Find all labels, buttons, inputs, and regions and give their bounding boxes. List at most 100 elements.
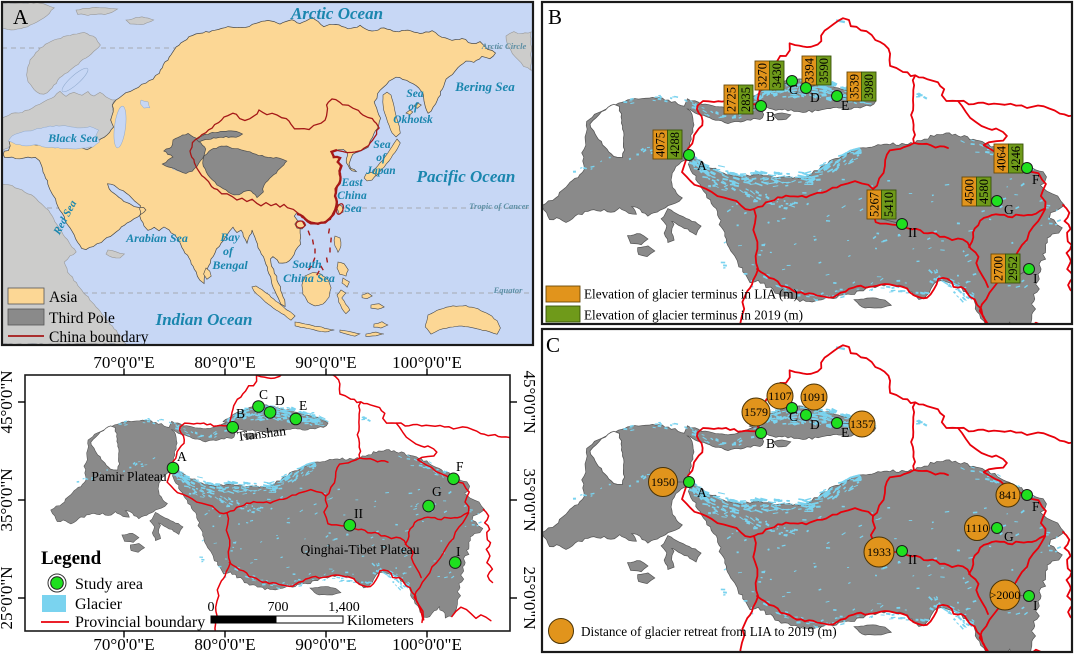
svg-text:I: I bbox=[456, 544, 461, 559]
svg-text:C: C bbox=[546, 333, 560, 357]
svg-text:2725: 2725 bbox=[724, 87, 738, 112]
svg-text:G: G bbox=[432, 484, 442, 499]
svg-text:II: II bbox=[908, 225, 917, 240]
svg-text:D: D bbox=[810, 90, 820, 105]
svg-text:Asia: Asia bbox=[49, 289, 78, 306]
svg-text:Black Sea: Black Sea bbox=[47, 131, 98, 145]
svg-text:II: II bbox=[354, 506, 363, 521]
svg-text:Bengal: Bengal bbox=[211, 258, 248, 272]
svg-text:3980: 3980 bbox=[862, 74, 876, 99]
svg-text:of: of bbox=[376, 152, 387, 164]
svg-text:E: E bbox=[841, 98, 849, 113]
svg-text:90°0'0"E: 90°0'0"E bbox=[295, 635, 356, 654]
svg-text:F: F bbox=[1032, 499, 1040, 514]
svg-text:0: 0 bbox=[208, 600, 215, 615]
svg-text:China Sea: China Sea bbox=[283, 271, 335, 285]
svg-text:G: G bbox=[1004, 202, 1014, 217]
svg-text:Arctic Circle: Arctic Circle bbox=[481, 41, 527, 51]
svg-text:35°0'0"N: 35°0'0"N bbox=[520, 468, 539, 531]
svg-text:Elevation of glacier terminus: Elevation of glacier terminus in LIA (m) bbox=[584, 287, 798, 302]
svg-text:I: I bbox=[1033, 271, 1038, 286]
svg-text:Arctic Ocean: Arctic Ocean bbox=[290, 4, 383, 23]
svg-text:E: E bbox=[299, 398, 307, 413]
svg-text:25°0'0"N: 25°0'0"N bbox=[520, 566, 539, 629]
svg-text:G: G bbox=[1004, 529, 1014, 544]
svg-text:East: East bbox=[340, 177, 363, 189]
svg-text:80°0'0"E: 80°0'0"E bbox=[194, 353, 255, 372]
svg-text:Okhotsk: Okhotsk bbox=[393, 114, 433, 126]
svg-text:25°0'0"N: 25°0'0"N bbox=[0, 566, 16, 629]
svg-text:1579: 1579 bbox=[744, 405, 768, 419]
svg-text:1091: 1091 bbox=[802, 390, 826, 404]
svg-text:2835: 2835 bbox=[739, 87, 753, 112]
svg-text:1,400: 1,400 bbox=[328, 600, 360, 615]
svg-text:3430: 3430 bbox=[770, 63, 784, 88]
svg-text:1357: 1357 bbox=[850, 417, 874, 431]
svg-text:Arabian Sea: Arabian Sea bbox=[125, 231, 188, 245]
svg-text:Tianshan: Tianshan bbox=[236, 423, 287, 444]
svg-text:100°0'0"E: 100°0'0"E bbox=[392, 353, 462, 372]
svg-text:2700: 2700 bbox=[991, 256, 1005, 281]
svg-text:of: of bbox=[408, 101, 419, 113]
svg-text:100°0'0"E: 100°0'0"E bbox=[392, 635, 462, 654]
svg-text:Pamir Plateau: Pamir Plateau bbox=[91, 469, 167, 484]
svg-text:I: I bbox=[1033, 598, 1038, 613]
svg-text:Japan: Japan bbox=[365, 165, 395, 177]
svg-text:Kilometers: Kilometers bbox=[347, 613, 414, 629]
svg-text:C: C bbox=[789, 82, 798, 97]
svg-text:3394: 3394 bbox=[802, 57, 816, 83]
svg-text:Bay: Bay bbox=[219, 230, 240, 244]
svg-text:5410: 5410 bbox=[882, 192, 896, 217]
svg-text:F: F bbox=[1032, 172, 1040, 187]
svg-text:C: C bbox=[789, 409, 798, 424]
svg-text:4288: 4288 bbox=[668, 132, 682, 157]
svg-text:5267: 5267 bbox=[867, 192, 881, 217]
svg-text:Qinghai-Tibet Plateau: Qinghai-Tibet Plateau bbox=[300, 542, 419, 557]
svg-text:B: B bbox=[766, 109, 775, 124]
svg-text:841: 841 bbox=[999, 488, 1017, 502]
svg-text:90°0'0"E: 90°0'0"E bbox=[295, 353, 356, 372]
svg-text:70°0'0"E: 70°0'0"E bbox=[93, 635, 154, 654]
svg-text:35°0'0"N: 35°0'0"N bbox=[0, 468, 16, 531]
svg-text:C: C bbox=[259, 387, 268, 402]
svg-text:F: F bbox=[456, 459, 464, 474]
svg-text:A: A bbox=[13, 5, 29, 29]
svg-text:Provincial boundary: Provincial boundary bbox=[75, 614, 205, 631]
svg-text:Third Pole: Third Pole bbox=[49, 310, 115, 327]
svg-text:1110: 1110 bbox=[965, 521, 988, 535]
svg-text:D: D bbox=[810, 417, 820, 432]
svg-text:B: B bbox=[766, 436, 775, 451]
svg-text:1950: 1950 bbox=[651, 475, 675, 489]
svg-text:Sea: Sea bbox=[373, 139, 391, 151]
svg-text:A: A bbox=[177, 449, 187, 464]
svg-text:2952: 2952 bbox=[1006, 256, 1020, 281]
svg-text:4075: 4075 bbox=[653, 132, 667, 157]
svg-text:of: of bbox=[223, 244, 234, 258]
svg-text:China boundary: China boundary bbox=[49, 329, 149, 346]
svg-text:700: 700 bbox=[268, 600, 289, 615]
svg-text:1933: 1933 bbox=[867, 545, 891, 559]
svg-text:D: D bbox=[275, 393, 285, 408]
svg-text:3539: 3539 bbox=[847, 74, 861, 99]
svg-text:4580: 4580 bbox=[977, 179, 991, 204]
svg-text:4500: 4500 bbox=[962, 179, 976, 204]
svg-text:South: South bbox=[292, 257, 322, 271]
svg-text:45°0'0"N: 45°0'0"N bbox=[0, 370, 16, 433]
svg-text:China: China bbox=[337, 190, 367, 202]
svg-text:Tropic of Cancer: Tropic of Cancer bbox=[469, 201, 529, 211]
svg-text:Pacific Ocean: Pacific Ocean bbox=[416, 167, 516, 186]
svg-text:4246: 4246 bbox=[1009, 146, 1023, 171]
svg-text:Equator: Equator bbox=[493, 285, 524, 295]
svg-text:Study area: Study area bbox=[75, 576, 143, 593]
svg-text:Glacier: Glacier bbox=[75, 596, 123, 613]
svg-text:E: E bbox=[841, 425, 849, 440]
svg-text:Sea: Sea bbox=[344, 203, 362, 215]
svg-text:1107: 1107 bbox=[768, 389, 792, 403]
svg-text:B: B bbox=[548, 5, 562, 29]
svg-text:A: A bbox=[697, 485, 707, 500]
svg-text:45°0'0"N: 45°0'0"N bbox=[520, 370, 539, 433]
svg-text:Legend: Legend bbox=[41, 548, 102, 569]
svg-text:70°0'0"E: 70°0'0"E bbox=[93, 353, 154, 372]
svg-text:>2000: >2000 bbox=[990, 588, 1021, 602]
svg-text:Indian Ocean: Indian Ocean bbox=[155, 310, 253, 329]
